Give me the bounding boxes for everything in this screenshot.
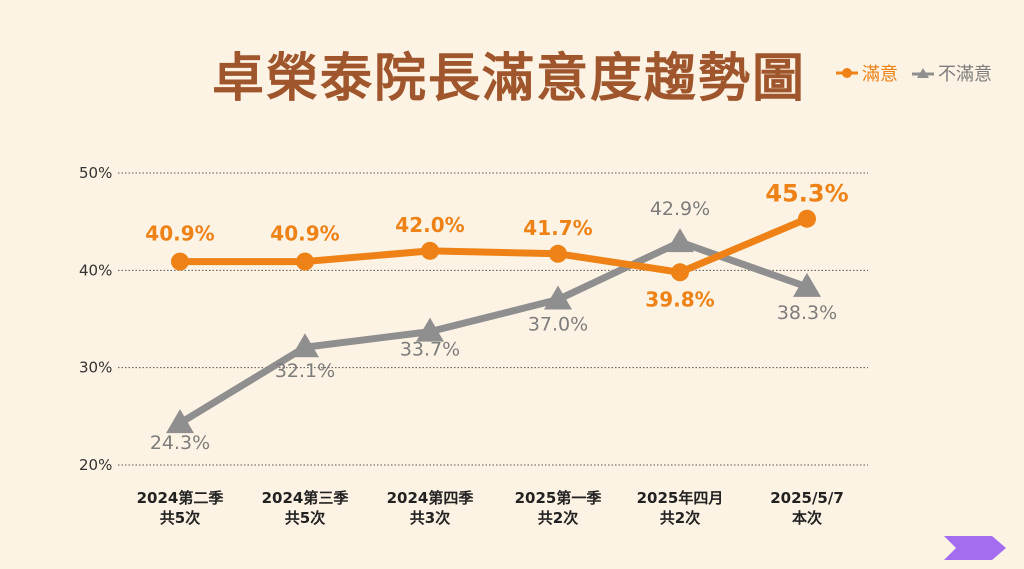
circle-marker-satisfied — [671, 263, 689, 282]
y-axis-ticks: 20% 30% 40% 50% — [79, 164, 112, 474]
data-labels: 24.3% 32.1% 33.7% 37.0% 42.9% 38.3% 40.9% 40.9%… — [145, 180, 848, 454]
data-label-satisfied: 40.9% — [270, 222, 339, 246]
x-tick-sublabel: 共2次 — [660, 509, 700, 527]
triangle-marker-dissatisfied — [666, 228, 694, 253]
circle-marker-satisfied — [171, 252, 189, 271]
x-tick-label: 2024第四季 — [387, 489, 474, 507]
x-axis-ticks: 2024第二季共5次2024第三季共5次2024第四季共3次2025第一季共2次… — [137, 489, 844, 527]
x-tick-sublabel: 共3次 — [410, 509, 450, 527]
legend: 滿意 不滿意 — [836, 60, 992, 86]
data-label-satisfied: 42.0% — [395, 213, 464, 237]
chevron-arrow-right-icon[interactable] — [944, 536, 1006, 560]
triangle-marker-dissatisfied — [544, 285, 572, 310]
y-tick-label: 30% — [79, 359, 112, 377]
triangle-line-marker-icon — [912, 68, 934, 78]
circle-marker-satisfied — [798, 209, 816, 228]
triangle-marker-dissatisfied — [166, 409, 194, 434]
series-line-satisfied — [180, 215, 809, 276]
x-tick-label: 2025/5/7 — [770, 489, 844, 507]
triangle-marker-dissatisfied — [793, 272, 821, 297]
data-label-satisfied: 41.7% — [523, 216, 592, 240]
x-tick-sublabel: 共2次 — [538, 509, 578, 527]
legend-label-dissatisfied: 不滿意 — [938, 64, 992, 85]
triangle-marker-dissatisfied — [291, 333, 319, 358]
x-tick-sublabel: 共5次 — [285, 509, 325, 527]
y-tick-label: 40% — [79, 261, 112, 279]
x-tick-label: 2024第二季 — [137, 489, 224, 507]
data-label-satisfied: 45.3% — [765, 180, 848, 208]
x-tick-sublabel: 共5次 — [160, 509, 200, 527]
y-tick-label: 50% — [79, 164, 112, 182]
circle-marker-satisfied — [549, 244, 567, 263]
x-tick-label: 2025第一季 — [515, 489, 602, 507]
data-label-dissatisfied: 32.1% — [275, 360, 335, 382]
data-label-dissatisfied: 33.7% — [400, 339, 460, 361]
data-label-dissatisfied: 38.3% — [777, 302, 837, 324]
data-label-satisfied: 39.8% — [645, 287, 714, 311]
legend-label-satisfied: 滿意 — [862, 64, 898, 85]
x-tick-label: 2025年四月 — [637, 489, 724, 507]
chart-title: 卓榮泰院長滿意度趨勢圖 — [212, 49, 807, 109]
legend-item-dissatisfied: 不滿意 — [912, 60, 992, 86]
triangle-marker-dissatisfied — [416, 317, 444, 342]
legend-item-satisfied: 滿意 — [836, 60, 898, 86]
y-tick-label: 20% — [79, 456, 112, 474]
grid-lines — [118, 172, 868, 466]
data-label-dissatisfied: 37.0% — [528, 314, 588, 336]
series-layer — [166, 209, 821, 434]
data-label-dissatisfied: 24.3% — [150, 432, 210, 454]
x-tick-label: 2024第三季 — [262, 489, 349, 507]
series-line-dissatisfied — [178, 238, 809, 427]
data-label-dissatisfied: 42.9% — [650, 198, 710, 220]
circle-line-marker-icon — [836, 68, 858, 78]
circle-marker-satisfied — [296, 252, 314, 271]
x-tick-sublabel: 本次 — [792, 509, 822, 527]
circle-marker-satisfied — [421, 241, 439, 260]
data-label-satisfied: 40.9% — [145, 222, 214, 246]
